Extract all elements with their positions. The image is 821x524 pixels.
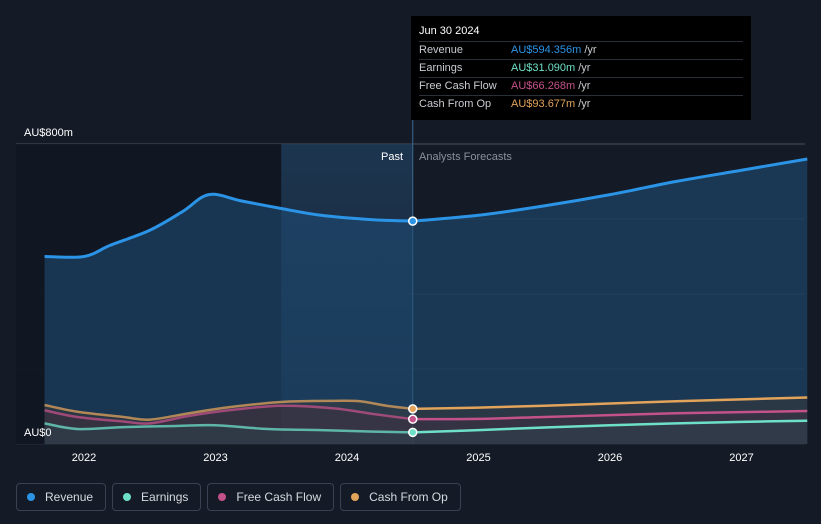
legend-dot-icon [27, 493, 35, 501]
line-earnings-forecast [412, 419, 808, 434]
tooltip-row-label: Cash From Op [419, 98, 492, 110]
area-revenue [44, 159, 808, 444]
x-tick-label: 2025 [466, 452, 490, 464]
x-tick-label: 2023 [203, 452, 227, 464]
y-label-top: AU$800m [24, 127, 73, 139]
tooltip-row-unit: /yr [578, 98, 591, 110]
x-tick-label: 2024 [335, 452, 359, 464]
legend-item-cash-from-op[interactable]: Cash From Op [340, 483, 461, 511]
hover-tooltip: Jun 30 2024 Revenue AU$594.356m/yr Earning… [411, 16, 751, 120]
line-cash-from-op-past [44, 399, 413, 421]
legend-item-earnings[interactable]: Earnings [112, 483, 202, 511]
line-free-cash-flow-forecast [412, 409, 808, 421]
tooltip-rows: Revenue AU$594.356m/yr Earnings AU$31.090m /… [419, 41, 743, 113]
tooltip-row-value: AU$93.677m [511, 98, 576, 110]
legend-dot-icon [123, 493, 132, 501]
axis-labels: AU$800m AU$0 Past Analysts Forecasts 202… [24, 127, 754, 464]
tooltip-row-label: Revenue [419, 44, 464, 56]
series-lines [44, 157, 808, 434]
y-label-bottom: AU$0 [24, 427, 52, 439]
tooltip-row: Cash From Op AU$93.677m/yr [419, 95, 743, 113]
marker-cash-from-op [408, 404, 418, 414]
tooltip-row-value: AU$66.268m [511, 80, 576, 92]
tooltip-date: Jun 30 2024 [419, 25, 480, 37]
tooltip-row-label: Free Cash Flow [419, 80, 497, 92]
legend-item-free-cash-flow[interactable]: Free Cash Flow [207, 483, 335, 511]
line-revenue-forecast [412, 157, 808, 223]
tooltip-row: Free Cash Flow AU$66.268m/yr [419, 77, 743, 95]
legend-label: Free Cash Flow [236, 490, 322, 504]
legend-label: Revenue [45, 490, 94, 504]
legend-label: Cash From Op [369, 490, 448, 504]
tooltip-row-unit: /yr [584, 44, 597, 56]
tooltip-row-unit: /yr [578, 80, 591, 92]
x-tick-label: 2022 [72, 452, 96, 464]
legend-dot-icon [351, 493, 360, 501]
line-earnings-past [44, 422, 413, 434]
line-revenue-past [44, 192, 413, 259]
tooltip-row-value: AU$31.090m [511, 62, 576, 74]
chart-legend: Revenue Earnings Free Cash Flow Cash From O… [16, 483, 461, 511]
hover-markers [408, 216, 418, 438]
marker-revenue [408, 216, 418, 226]
line-cash-from-op-forecast [412, 396, 808, 411]
legend-item-revenue[interactable]: Revenue [16, 483, 107, 511]
tooltip-row: Revenue AU$594.356m/yr [419, 41, 743, 59]
legend-label: Earnings [141, 490, 189, 504]
line-free-cash-flow-past [44, 404, 413, 425]
tooltip-row-value: AU$594.356m [511, 44, 582, 56]
tooltip-row-label: Earnings [419, 62, 463, 74]
legend-dot-icon [218, 493, 227, 501]
past-label: Past [381, 151, 403, 163]
marker-free-cash-flow [408, 414, 418, 424]
x-tick-label: 2026 [598, 452, 622, 464]
marker-earnings [408, 427, 418, 438]
forecast-label: Analysts Forecasts [419, 151, 512, 163]
tooltip-row-unit: /yr [578, 62, 591, 74]
x-tick-label: 2027 [729, 452, 753, 464]
tooltip-row: Earnings AU$31.090m/yr [419, 59, 743, 77]
